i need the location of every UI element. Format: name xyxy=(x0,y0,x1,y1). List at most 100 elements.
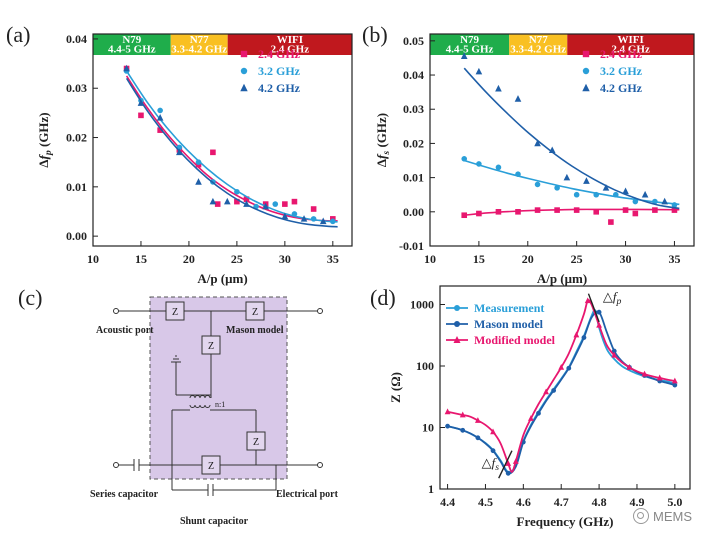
data-point xyxy=(583,177,590,184)
data-point xyxy=(495,209,502,215)
y-tick-label: 0.03 xyxy=(66,81,87,95)
band-name: WIFI xyxy=(617,34,643,46)
x-axis-label: Frequency (GHz) xyxy=(517,514,614,529)
data-point xyxy=(656,374,663,381)
data-point xyxy=(243,200,250,207)
band-n79 xyxy=(93,34,171,55)
data-point xyxy=(671,202,678,208)
data-point xyxy=(505,460,512,466)
data-point xyxy=(474,417,481,423)
data-point xyxy=(138,112,144,119)
data-point xyxy=(310,216,317,222)
data-point xyxy=(536,410,541,416)
data-point xyxy=(514,95,522,102)
data-point xyxy=(243,196,250,202)
z-label: Z xyxy=(172,307,178,318)
data-point xyxy=(475,67,483,75)
data-point xyxy=(495,164,502,171)
fs-marker-line xyxy=(498,450,513,479)
electrical-right-terminal xyxy=(317,462,323,468)
y-axis-label: Δfp (GHz) xyxy=(36,112,54,167)
x-tick-label: 4.7 xyxy=(554,495,569,509)
y-tick-label: 0.00 xyxy=(66,229,87,243)
data-point xyxy=(611,348,617,354)
data-point xyxy=(195,178,202,185)
data-point xyxy=(671,207,678,213)
data-point xyxy=(593,191,600,198)
band-range: 3.3-4.2 GHz xyxy=(171,43,227,55)
wechat-icon xyxy=(633,508,649,524)
data-point xyxy=(672,382,678,388)
data-point xyxy=(551,388,557,393)
plot-frame xyxy=(429,33,695,247)
data-point xyxy=(534,207,541,213)
data-point xyxy=(622,207,629,213)
legend-label: 3.2 GHz xyxy=(258,64,301,78)
data-point xyxy=(300,215,308,222)
legend-marker xyxy=(582,83,590,92)
y-tick-label: 0.04 xyxy=(403,68,424,82)
data-point xyxy=(641,190,649,198)
data-point xyxy=(214,201,221,207)
legend-marker xyxy=(454,321,460,327)
data-point xyxy=(495,84,502,92)
data-point xyxy=(210,149,216,156)
y-tick-label: 0.01 xyxy=(66,180,87,194)
data-point xyxy=(563,173,571,181)
band-name: N77 xyxy=(190,34,209,46)
data-point xyxy=(444,408,451,415)
band-name: N79 xyxy=(460,34,479,46)
legend-marker xyxy=(240,67,248,75)
legend-marker xyxy=(454,305,460,311)
data-point xyxy=(461,212,468,219)
z-label: Z xyxy=(253,437,259,448)
data-point xyxy=(156,114,164,121)
legend-label: Mason model xyxy=(474,317,544,331)
shunt-capacitor-label: Shunt capacitor xyxy=(180,516,249,527)
y-tick-label: 0.03 xyxy=(403,102,424,116)
data-point xyxy=(632,198,639,205)
data-point xyxy=(534,139,541,147)
x-tick-label: 25 xyxy=(571,252,583,266)
x-tick-label: 25 xyxy=(231,252,243,266)
y-tick-label: 0.05 xyxy=(403,34,424,48)
data-point xyxy=(319,217,327,225)
data-point xyxy=(608,219,614,225)
data-point xyxy=(558,363,565,370)
legend-label: 2.4 GHz xyxy=(258,47,301,61)
data-point xyxy=(652,207,658,213)
legend-marker xyxy=(453,336,461,343)
data-point xyxy=(554,207,560,213)
band-range: 3.3-4.2 GHz xyxy=(510,43,566,55)
legend-label: 4.2 GHz xyxy=(258,81,301,95)
y-tick-label: -0.01 xyxy=(399,239,424,253)
fit-line-2 xyxy=(125,77,338,228)
y-tick-label: 0.04 xyxy=(66,32,87,46)
y-axis-label: Δfs (GHz) xyxy=(374,113,392,167)
data-point xyxy=(554,185,560,191)
transformer-coil-bottom xyxy=(204,404,211,408)
electrical-left-terminal xyxy=(113,462,119,468)
x-tick-label: 20 xyxy=(522,252,534,266)
data-point xyxy=(209,197,217,205)
data-point xyxy=(281,212,289,220)
x-tick-label: 15 xyxy=(135,252,147,266)
legend-marker xyxy=(582,50,590,58)
panel-label-d: (d) xyxy=(370,285,396,310)
data-point xyxy=(157,127,163,133)
data-point xyxy=(234,198,240,205)
legend-label: Measurement xyxy=(474,301,544,315)
transformer-coil-top xyxy=(204,395,211,399)
x-tick-label: 4.9 xyxy=(629,495,644,509)
y-tick-label: 0.01 xyxy=(403,171,424,185)
band-n79 xyxy=(430,34,510,55)
legend-label: 4.2 GHz xyxy=(600,81,643,95)
data-point xyxy=(566,365,572,371)
y-tick-label: 100 xyxy=(416,359,434,373)
data-point xyxy=(671,377,678,384)
plot-frame xyxy=(92,33,353,247)
band-range: 4.4-5 GHz xyxy=(108,43,156,55)
